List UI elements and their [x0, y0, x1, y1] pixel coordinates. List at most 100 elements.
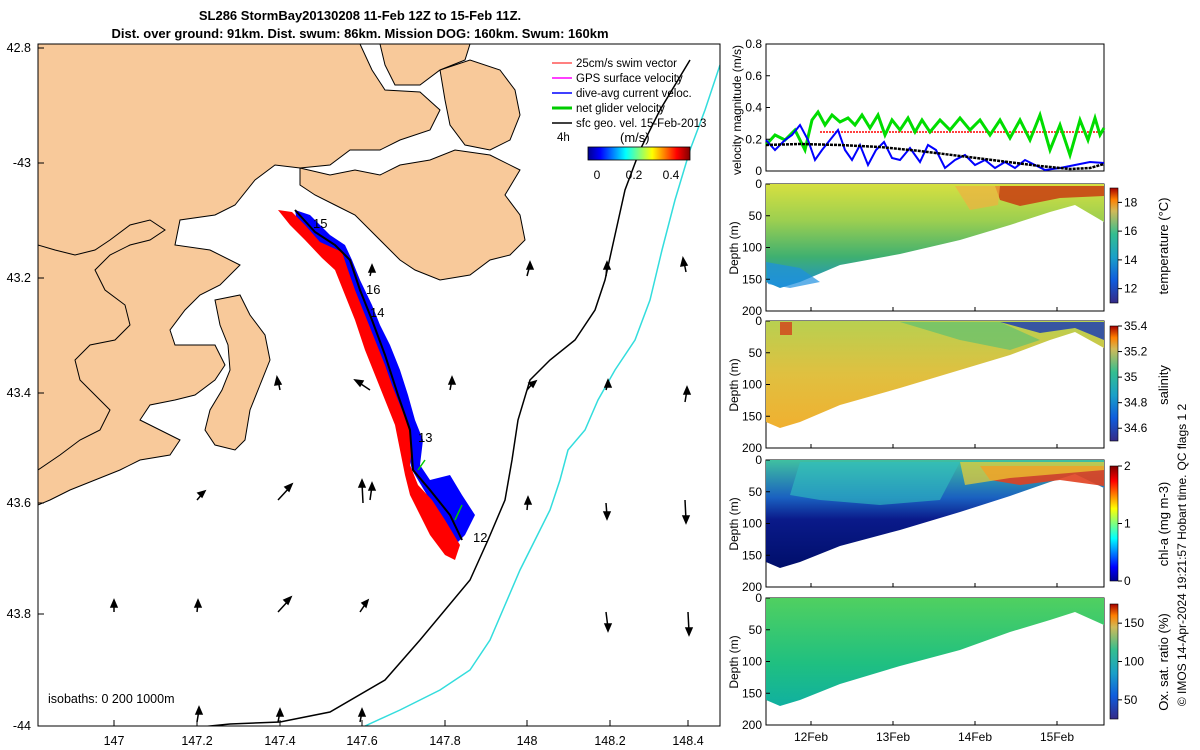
colorbar-tick-label: 35: [1124, 370, 1138, 384]
legend-dive-avg: dive-avg current veloc.: [576, 88, 692, 100]
colorbar-tick-label: 18: [1124, 195, 1138, 209]
day-label-12: 12: [473, 530, 487, 545]
map-lon-tick-label: 147: [104, 734, 125, 748]
speed-colorbar: [587, 146, 691, 161]
credit-line: © IMOS 14-Apr-2024 19:21:57 Hobart time.…: [1175, 404, 1189, 707]
map-legend: 25cm/s swim vector GPS surface velocity …: [552, 58, 706, 145]
velocity-series-net-glider: [764, 109, 1106, 161]
colorbar-tick-label: 0: [1124, 574, 1131, 588]
isobath-200m: [202, 59, 691, 726]
time-tick-label: 15Feb: [1040, 730, 1074, 744]
section-temperature: [765, 183, 1105, 312]
velocity-tick-label: 0.8: [745, 37, 762, 51]
day-label-13: 13: [418, 430, 432, 445]
temperature-colorbar: [1109, 187, 1119, 304]
map-lat-tick-label: 43.8: [7, 607, 31, 621]
depth-axis-label: Depth (m): [727, 221, 741, 274]
depth-tick-label: 0: [755, 591, 762, 605]
chl-a-label: chl-a (mg m-3): [1156, 482, 1171, 567]
depth-tick-label: 100: [742, 378, 762, 392]
depth-tick-label: 200: [742, 580, 762, 594]
colorbar-tick-label: 34.8: [1124, 396, 1148, 410]
oxygen-colorbar: [1109, 603, 1119, 720]
map-lat-tick-label: 43.2: [7, 271, 31, 285]
legend-sfc-geo: sfc geo. vel. 15-Feb-2013: [576, 118, 706, 130]
depth-tick-label: 50: [749, 346, 763, 360]
map-lat-tick-label: 43.6: [7, 496, 31, 510]
colorbar-tick-label: 16: [1124, 224, 1138, 238]
map-frame: [37, 43, 721, 727]
salinity-colorbar: [1109, 325, 1119, 442]
time-tick-label: 13Feb: [876, 730, 910, 744]
legend-swim: 25cm/s swim vector: [576, 58, 677, 70]
depth-tick-label: 100: [742, 241, 762, 255]
day-label-15: 15: [313, 216, 327, 231]
map-lon-tick-label: 148.2: [594, 734, 625, 748]
depth-axis-label: Depth (m): [727, 497, 741, 550]
glider-track-line: [294, 209, 463, 541]
colorbar-units: (m/s): [620, 130, 650, 145]
map-lon-tick-label: 147.2: [181, 734, 212, 748]
section-chl-a: [765, 459, 1105, 588]
map-lat-tick-label: -44: [13, 719, 31, 733]
glider-net-velocity: [417, 459, 463, 521]
colorbar-tick-label: 12: [1124, 282, 1138, 296]
day-label-16: 16: [366, 282, 380, 297]
map-lat-tick-label: -43: [13, 156, 31, 170]
velocity-ylabel: velocity magnitude (m/s): [730, 45, 744, 175]
depth-tick-label: 100: [742, 655, 762, 669]
depth-tick-label: 200: [742, 441, 762, 455]
legend-gps: GPS surface velocity: [576, 73, 683, 85]
isobath-1000m: [364, 64, 720, 726]
section-salinity: [765, 320, 1105, 449]
colorbar-tick-0.2: 0.2: [626, 168, 643, 182]
credit-text: © IMOS 14-Apr-2024 19:21:57 Hobart time.: [1175, 475, 1189, 707]
depth-tick-label: 200: [742, 304, 762, 318]
glider-track-swim: [278, 210, 460, 560]
chart-title-line2: Dist. over ground: 91km. Dist. swum: 86k…: [111, 26, 609, 41]
depth-tick-label: 150: [742, 272, 762, 286]
velocity-panel: [764, 43, 1106, 172]
salinity-label: salinity: [1156, 365, 1171, 405]
map-lon-tick-label: 147.8: [429, 734, 460, 748]
land-ne: [439, 59, 521, 151]
colorbar-tick-label: 35.2: [1124, 345, 1148, 359]
depth-tick-label: 150: [742, 686, 762, 700]
temperature-label: temperature (°C): [1156, 198, 1171, 295]
velocity-series-dive-avg: [765, 123, 1105, 172]
depth-tick-label: 50: [749, 485, 763, 499]
colorbar-tick-0.4: 0.4: [663, 168, 680, 182]
land-peninsula: [204, 294, 271, 451]
velocity-tick-label: 0.6: [745, 69, 762, 83]
land-east: [299, 149, 526, 281]
depth-tick-label: 150: [742, 409, 762, 423]
colorbar-tick-label: 150: [1124, 616, 1144, 630]
velocity-tick-label: 0: [755, 164, 762, 178]
map-lon-tick-label: 147.6: [346, 734, 377, 748]
oxygen-label: Ox. sat. ratio (%): [1156, 613, 1171, 711]
colorbar-tick-label: 50: [1124, 693, 1138, 707]
colorbar-tick-label: 100: [1124, 655, 1144, 669]
depth-axis-label: Depth (m): [727, 635, 741, 688]
depth-tick-label: 0: [755, 177, 762, 191]
legend-4h: 4h: [557, 132, 570, 144]
depth-tick-label: 50: [749, 209, 763, 223]
section-oxygen: [765, 597, 1105, 726]
depth-tick-label: 100: [742, 517, 762, 531]
depth-tick-label: 50: [749, 623, 763, 637]
sfc-geo-velocity-arrows: [109, 256, 694, 723]
map-lon-tick-label: 148: [517, 734, 538, 748]
map-lon-tick-label: 148.4: [672, 734, 703, 748]
qc-flags-text: QC flags 1 2: [1175, 404, 1189, 471]
time-tick-label: 14Feb: [958, 730, 992, 744]
depth-tick-label: 0: [755, 453, 762, 467]
map-lat-tick-label: 42.8: [7, 41, 31, 55]
chart-title-line1: SL286 StormBay20130208 11-Feb 12Z to 15-…: [198, 8, 522, 23]
colorbar-tick-label: 2: [1124, 459, 1131, 473]
land-forestier: [379, 44, 471, 86]
depth-axis-label: Depth (m): [727, 358, 741, 411]
map-lon-tick-label: 147.4: [264, 734, 295, 748]
velocity-tick-label: 0.2: [745, 132, 762, 146]
time-tick-label: 12Feb: [794, 730, 828, 744]
